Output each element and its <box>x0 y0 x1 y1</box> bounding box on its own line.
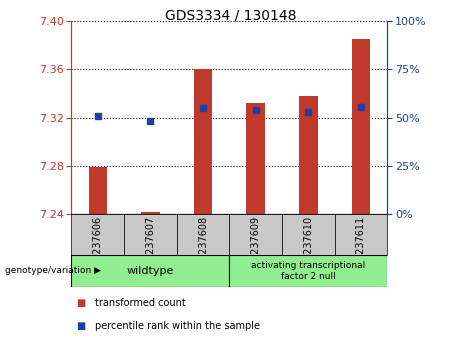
Bar <box>282 214 335 255</box>
Bar <box>124 214 177 255</box>
Text: wildtype: wildtype <box>127 266 174 276</box>
Text: GSM237608: GSM237608 <box>198 215 208 274</box>
Text: genotype/variation ▶: genotype/variation ▶ <box>5 266 100 275</box>
Text: percentile rank within the sample: percentile rank within the sample <box>95 321 260 331</box>
Bar <box>177 214 229 255</box>
Bar <box>335 214 387 255</box>
Text: GDS3334 / 130148: GDS3334 / 130148 <box>165 9 296 23</box>
Text: ■: ■ <box>76 298 85 308</box>
Bar <box>71 255 230 287</box>
Bar <box>194 69 212 214</box>
Bar <box>89 167 107 214</box>
Text: GSM237610: GSM237610 <box>303 215 313 274</box>
Bar <box>229 214 282 255</box>
Bar <box>299 96 318 214</box>
Bar <box>352 39 370 214</box>
Text: GSM237607: GSM237607 <box>145 215 155 275</box>
Text: ■: ■ <box>76 321 85 331</box>
Bar <box>141 212 160 214</box>
Text: GSM237606: GSM237606 <box>93 215 103 274</box>
Text: GSM237609: GSM237609 <box>251 215 260 274</box>
Bar <box>247 103 265 214</box>
Bar <box>71 214 124 255</box>
Bar <box>229 255 387 287</box>
Text: GSM237611: GSM237611 <box>356 215 366 274</box>
Text: activating transcriptional
factor 2 null: activating transcriptional factor 2 null <box>251 261 366 281</box>
Text: transformed count: transformed count <box>95 298 185 308</box>
